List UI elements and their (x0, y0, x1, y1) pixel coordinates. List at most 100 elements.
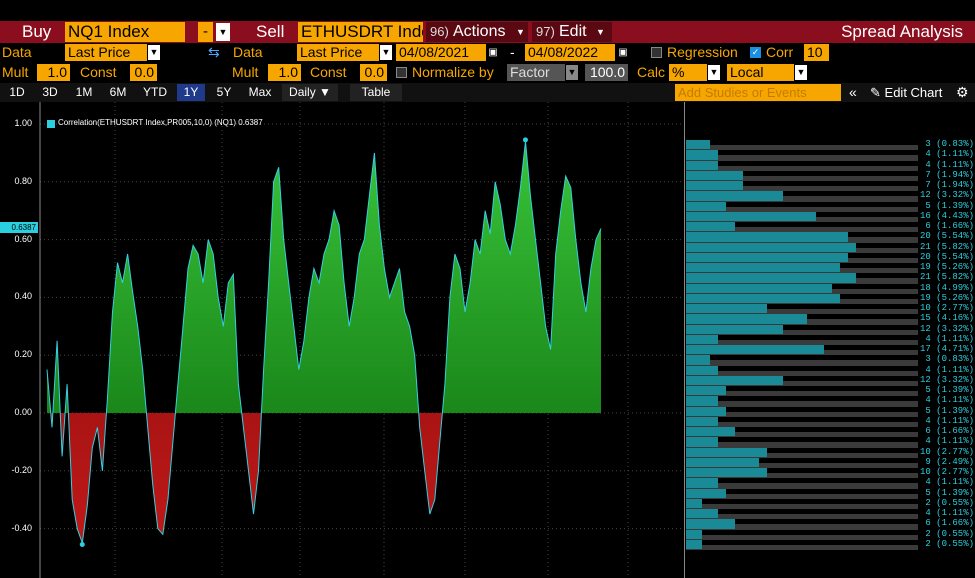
table-button[interactable]: Table (350, 84, 402, 101)
buy-label: Buy (22, 22, 52, 41)
local-select[interactable]: Local (727, 64, 794, 81)
actions-label: Actions (453, 23, 506, 40)
histogram-label: 7 (1.94%) (919, 169, 974, 180)
histogram-label: 4 (1.11%) (919, 333, 974, 344)
start-date-input[interactable]: 04/08/2021 (396, 44, 486, 61)
minus-field[interactable]: - (198, 22, 213, 42)
histogram-label: 5 (1.39%) (919, 487, 974, 498)
data-select-chevron-icon[interactable]: ▼ (148, 45, 160, 60)
histogram-track (686, 380, 918, 386)
data-select-2-chevron-icon[interactable]: ▼ (380, 45, 392, 60)
chart-legend: Correlation(ETHUSDRT Index,PR005,10,0) (… (58, 118, 263, 127)
tab-1m[interactable]: 1M (75, 85, 93, 99)
histogram-track (686, 421, 918, 427)
const-label-2: Const (310, 64, 347, 80)
data-label-2: Data (233, 44, 263, 60)
histogram-track (686, 493, 918, 499)
data-label: Data (2, 44, 32, 60)
histogram-bar (686, 386, 727, 396)
histogram-bar (686, 539, 703, 549)
histogram-label: 21 (5.82%) (919, 272, 974, 283)
const-input[interactable]: 0.0 (130, 64, 157, 81)
histogram-label: 7 (1.94%) (919, 180, 974, 190)
histogram-bar (686, 252, 848, 262)
histogram-bar (686, 416, 719, 426)
tab-3d[interactable]: 3D (42, 85, 58, 99)
swap-icon[interactable]: ⇆ (208, 44, 220, 60)
y-tick-label: 1.00 (14, 118, 32, 128)
tab-6m[interactable]: 6M (109, 85, 127, 99)
calendar-icon[interactable]: ▣ (488, 47, 498, 58)
histogram-label: 4 (1.11%) (919, 477, 974, 488)
pencil-icon: ✎ (870, 85, 881, 100)
histogram-bar (686, 150, 719, 160)
corr-input[interactable]: 10 (804, 44, 829, 61)
y-tick-label: 0.20 (14, 349, 32, 360)
histogram-bar (686, 160, 719, 170)
data-select-2[interactable]: Last Price (297, 44, 379, 61)
collapse-icon[interactable]: « (849, 84, 857, 100)
histogram-track (686, 339, 918, 345)
histogram-bar (686, 457, 759, 467)
data-select[interactable]: Last Price (65, 44, 147, 61)
calc-chevron-icon[interactable]: ▼ (708, 65, 720, 80)
histogram-track (686, 483, 918, 489)
factor-chevron-icon[interactable]: ▼ (566, 65, 578, 80)
period-label: Daily (289, 85, 316, 99)
normalize-checkbox[interactable] (396, 67, 407, 78)
histogram-bar (686, 324, 784, 334)
actions-button[interactable]: 96) Actions ▼ (426, 22, 528, 42)
correlation-chart[interactable] (0, 102, 684, 578)
corr-checkbox[interactable]: ✓ (750, 47, 761, 58)
local-chevron-icon[interactable]: ▼ (795, 65, 807, 80)
tab-max[interactable]: Max (248, 85, 272, 99)
end-date-input[interactable]: 04/08/2022 (525, 44, 615, 61)
histogram-track (686, 503, 918, 509)
tab-1d[interactable]: 1D (9, 85, 25, 99)
histogram-bar (686, 273, 856, 283)
histogram-label: 4 (1.11%) (919, 395, 974, 406)
sell-label: Sell (256, 22, 285, 41)
date-separator: - (510, 44, 515, 60)
histogram-track (686, 155, 918, 161)
tab-ytd[interactable]: YTD (143, 85, 167, 99)
histogram-bar (686, 211, 816, 221)
buy-ticker-input[interactable]: NQ1 Index (65, 22, 185, 42)
factor-select[interactable]: Factor (507, 64, 565, 81)
chevron-down-icon[interactable]: ▼ (216, 23, 230, 41)
y-tick-label: 0.80 (14, 175, 32, 186)
histogram-bar (686, 345, 824, 355)
histogram-label: 10 (2.77%) (919, 467, 974, 477)
histogram-label: 3 (0.83%) (919, 354, 974, 365)
sell-ticker-input[interactable]: ETHUSDRT Inde (298, 22, 423, 42)
histogram-bar (686, 488, 727, 498)
mult-input-2[interactable]: 1.0 (268, 64, 301, 81)
edit-button[interactable]: 97) Edit ▼ (532, 22, 612, 42)
histogram-bar (686, 191, 784, 201)
mult-input[interactable]: 1.0 (37, 64, 70, 81)
histogram-label: 18 (4.99%) (919, 282, 974, 293)
regression-checkbox[interactable] (651, 47, 662, 58)
tab-5y[interactable]: 5Y (216, 85, 232, 99)
factor-value-input[interactable]: 100.0 (585, 64, 628, 81)
corr-label: Corr (766, 44, 794, 60)
tab-1y[interactable]: 1Y (177, 84, 205, 101)
edit-label: Edit (559, 23, 587, 40)
edit-chart-button[interactable]: ✎ Edit Chart (870, 83, 950, 102)
histogram-label: 19 (5.26%) (919, 292, 974, 303)
histogram-label: 5 (1.39%) (919, 405, 974, 416)
histogram-label: 6 (1.66%) (919, 518, 974, 529)
gear-icon[interactable]: ⚙ (956, 84, 969, 100)
histogram-track (686, 360, 918, 366)
positive-area (47, 141, 601, 413)
const-input-2[interactable]: 0.0 (360, 64, 387, 81)
histogram-bar (686, 263, 840, 273)
period-select[interactable]: Daily ▼ (282, 84, 338, 101)
histogram-bar (686, 334, 719, 344)
calc-select[interactable]: % (669, 64, 707, 81)
calendar-icon-2[interactable]: ▣ (618, 47, 628, 58)
min-marker (79, 541, 85, 547)
histogram-label: 2 (0.55%) (919, 528, 974, 539)
add-studies-input[interactable]: Add Studies or Events (675, 84, 841, 101)
histogram-track (686, 514, 918, 520)
